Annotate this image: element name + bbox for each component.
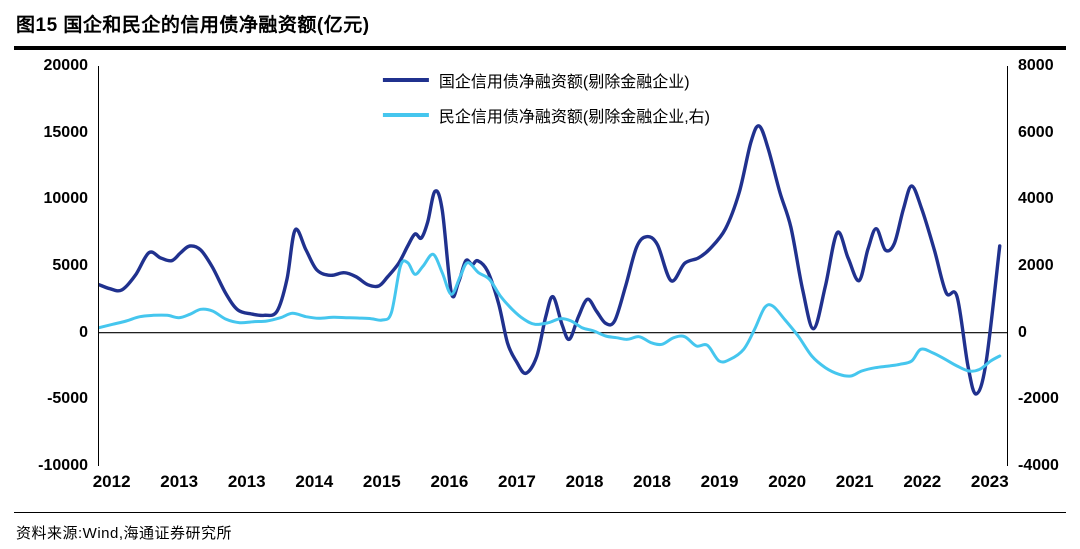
x-axis-tick-label: 2012 (92, 472, 131, 491)
series-line-1 (99, 254, 1000, 376)
axis-tick-label: 10000 (43, 190, 89, 208)
series-line-0 (99, 126, 1000, 394)
x-axis-tick-label: 2015 (362, 472, 401, 491)
axis-tick-label: -2000 (1018, 390, 1059, 408)
plot-area: 国企信用债净融资额(剔除金融企业) 民企信用债净融资额(剔除金融企业,右) (98, 66, 1008, 466)
axis-tick-label: 5000 (52, 257, 88, 274)
x-axis-tick-label: 2023 (970, 472, 1009, 491)
axis-tick-label: 20000 (43, 57, 89, 74)
x-axis-tick-label: 2022 (903, 472, 942, 491)
axis-tick-label: -4000 (1018, 457, 1059, 474)
source-divider (14, 512, 1066, 513)
x-axis-tick-label: 2014 (295, 472, 334, 491)
legend-item-poe: 民企信用债净融资额(剔除金融企业,右) (382, 103, 711, 127)
x-axis-tick-label: 2021 (835, 472, 874, 491)
x-axis-tick-label: 2017 (498, 472, 536, 491)
axis-tick-label: 15000 (43, 123, 89, 141)
axis-tick-label: 8000 (1018, 57, 1054, 74)
axis-tick-label: -5000 (47, 390, 88, 408)
axis-tick-label: 0 (1018, 323, 1027, 341)
y-axis-right: 8000 6000 4000 2000 0 -2000 -4000 (1008, 57, 1066, 474)
chart-legend: 国企信用债净融资额(剔除金融企业) 民企信用债净融资额(剔除金融企业,右) (382, 66, 711, 127)
x-axis-tick-label: 2016 (430, 472, 469, 491)
axis-tick-label: 6000 (1018, 123, 1054, 141)
legend-item-soe: 国企信用债净融资额(剔除金融企业) (382, 68, 710, 92)
axis-tick-label: 2000 (1018, 257, 1054, 274)
source-note: 资料来源:Wind,海通证券研究所 (16, 525, 233, 542)
axis-tick-label: -10000 (38, 457, 88, 474)
plot-svg (99, 66, 1007, 466)
x-axis-labels: 2012 2013 2013 2014 2015 2016 2017 2018 2018 2019… (93, 466, 1009, 496)
y-axis-left: 20000 15000 10000 5000 0 -5000 -10000 (14, 57, 98, 474)
navy-line-swatch (382, 78, 429, 82)
x-axis-tick-label: 2018 (633, 472, 671, 491)
title-divider (14, 46, 1066, 50)
legend-label-poe: 民企信用债净融资额(剔除金融企业,右) (438, 109, 711, 126)
x-axis-tick-label: 2018 (565, 472, 604, 491)
axis-tick-label: 0 (79, 323, 88, 341)
legend-label-soe: 国企信用债净融资额(剔除金融企业) (438, 74, 690, 91)
cyan-line-swatch (382, 113, 429, 117)
x-axis-tick-label: 2019 (700, 472, 739, 491)
x-axis-tick-label: 2020 (768, 472, 807, 491)
chart-area: 20000 15000 10000 5000 0 -5000 -10000 国企信用债净融资… (14, 57, 1066, 496)
x-axis-tick-label: 2013 (227, 472, 266, 491)
axis-tick-label: 4000 (1018, 190, 1054, 208)
figure-title: 图15 国企和民企的信用债净融资额(亿元) (16, 15, 370, 36)
x-axis-tick-label: 2013 (160, 472, 199, 491)
chart-row: 20000 15000 10000 5000 0 -5000 -10000 国企信用债净融资… (14, 57, 1066, 474)
